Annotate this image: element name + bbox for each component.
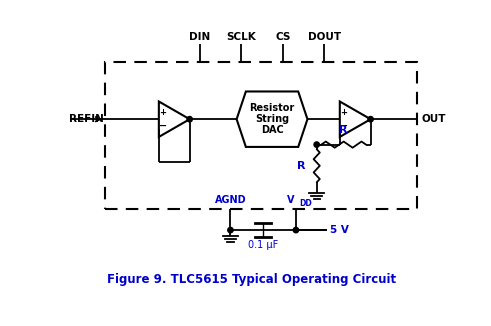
Text: +: + xyxy=(340,108,347,117)
Text: 0.1 μF: 0.1 μF xyxy=(248,240,278,250)
Text: DOUT: DOUT xyxy=(308,32,341,42)
Circle shape xyxy=(293,228,299,233)
Text: CS: CS xyxy=(275,32,291,42)
Circle shape xyxy=(187,116,192,122)
Text: R: R xyxy=(339,126,348,135)
Text: R: R xyxy=(298,161,306,171)
Text: SCLK: SCLK xyxy=(226,32,256,42)
Text: AGND: AGND xyxy=(215,196,246,205)
Text: DD: DD xyxy=(299,199,312,208)
Text: String: String xyxy=(255,114,289,124)
Text: Resistor: Resistor xyxy=(249,103,295,113)
Circle shape xyxy=(228,228,233,233)
Text: REFIN: REFIN xyxy=(69,114,104,124)
Text: DAC: DAC xyxy=(261,125,283,135)
Text: OUT: OUT xyxy=(421,114,446,124)
Text: DIN: DIN xyxy=(189,32,210,42)
Text: −: − xyxy=(340,121,348,131)
Text: Figure 9. TLC5615 Typical Operating Circuit: Figure 9. TLC5615 Typical Operating Circ… xyxy=(107,273,396,286)
Text: 5 V: 5 V xyxy=(330,225,349,235)
Text: +: + xyxy=(159,108,166,117)
Text: −: − xyxy=(159,121,167,131)
Circle shape xyxy=(368,116,373,122)
Text: V: V xyxy=(287,196,295,205)
Circle shape xyxy=(314,142,320,147)
